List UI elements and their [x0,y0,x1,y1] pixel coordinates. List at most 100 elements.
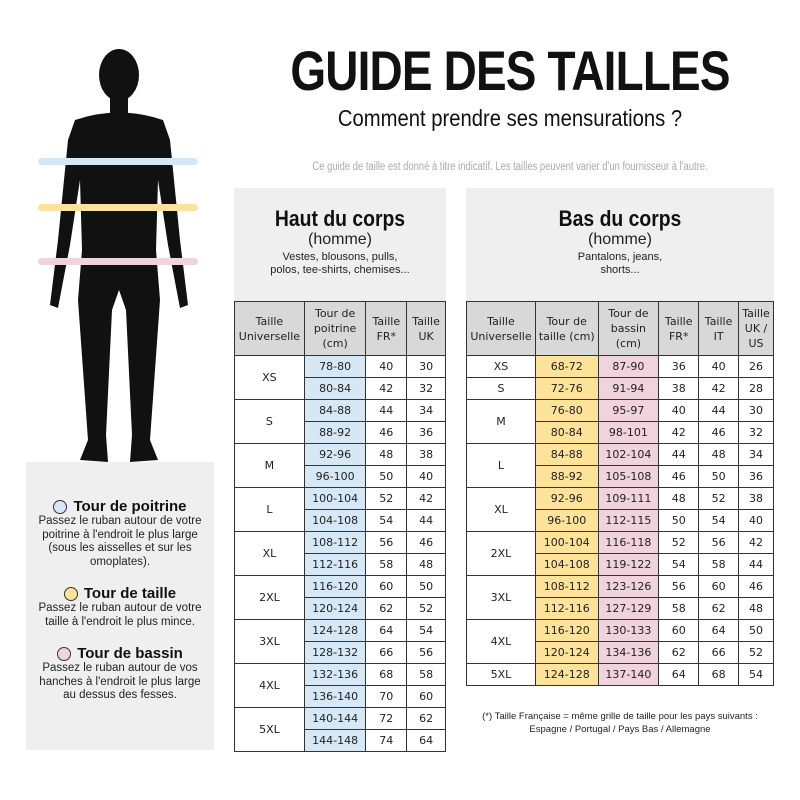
column-header: Taille Universelle [466,301,536,356]
value-cell: 56 [658,575,700,598]
value-cell: 34 [738,443,774,466]
value-cell: 84-88 [303,399,367,422]
size-cell: XL [466,487,536,532]
value-cell: 66 [698,641,740,664]
value-cell: 76-80 [534,399,599,422]
value-cell: 92-96 [534,487,599,510]
size-cell: 3XL [234,619,305,664]
value-cell: 60 [698,575,740,598]
legend-title: Tour de poitrine [73,498,187,515]
value-cell: 40 [738,509,774,532]
legend-text: Passez le ruban autour de votre taille à… [38,602,202,628]
value-cell: 104-108 [303,509,367,532]
page-subtitle: Comment prendre ses mensurations ? [337,105,683,131]
legend-title: Tour de bassin [77,645,183,662]
value-cell: 58 [365,553,408,576]
size-cell: 4XL [466,619,536,664]
value-cell: 46 [365,421,408,444]
top-body-panel: Haut du corps (homme) Vestes, blousons, … [234,188,446,301]
value-cell: 54 [365,509,408,532]
table-row: 4XL 116-120 130-133 60 64 50 [466,619,774,664]
size-cell: 3XL [466,575,536,620]
size-cell: S [466,377,536,400]
yellow-circle-icon [63,586,78,601]
table-row: 4XL 132-136 68 58 [234,663,446,708]
value-cell: 134-136 [597,641,660,664]
value-cell: 44 [658,443,700,466]
value-cell: 30 [406,355,446,378]
value-cell: 120-124 [534,641,599,664]
size-cell: L [466,443,536,488]
column-header: Taille FR* [365,301,408,356]
legend-title: Tour de taille [83,585,177,602]
value-cell: 120-124 [303,597,367,620]
value-cell: 124-128 [534,663,599,686]
value-cell: 42 [406,487,446,510]
value-cell: 88-92 [303,421,367,444]
hip-band [38,258,198,265]
value-cell: 64 [658,663,700,686]
value-cell: 50 [406,575,446,598]
chest-band [38,158,198,165]
table-row: 96-100 112-115 50 54 40 [467,509,774,532]
waist-band [38,204,198,211]
table-row: 5XL 140-144 72 62 [234,707,446,752]
legend-poitrine-heading: Tour de poitrine [26,498,214,515]
value-cell: 44 [406,509,446,532]
size-cell: 5XL [466,663,536,686]
table-row: XS 68-72 87-90 36 40 26 [466,355,774,378]
table-row: 2XL 100-104 116-118 52 56 42 [466,531,774,576]
measurement-legend: Tour de poitrine Passez le ruban autour … [26,462,214,750]
value-cell: 34 [406,399,446,422]
table-row: 3XL 124-128 64 54 [234,619,446,664]
value-cell: 124-128 [303,619,367,642]
value-cell: 105-108 [597,465,660,488]
column-header: Tour de bassin (cm) [597,301,660,356]
value-cell: 116-120 [534,619,599,642]
value-cell: 102-104 [597,443,660,466]
value-cell: 64 [365,619,408,642]
value-cell: 40 [698,355,740,378]
value-cell: 42 [698,377,740,400]
panel-title: Bas du corps [558,206,682,231]
table-row: 104-108 119-122 54 58 44 [467,553,774,576]
size-cell: M [234,443,305,488]
value-cell: 127-129 [597,597,660,620]
column-header: Taille Universelle [234,301,305,356]
value-cell: 40 [365,355,408,378]
value-cell: 60 [658,619,700,642]
table-row: XL 108-112 56 46 [234,531,446,576]
value-cell: 38 [738,487,774,510]
value-cell: 109-111 [597,487,660,510]
value-cell: 62 [406,707,446,730]
value-cell: 96-100 [303,465,367,488]
value-cell: 46 [406,531,446,554]
value-cell: 28 [738,377,774,400]
value-cell: 46 [698,421,740,444]
value-cell: 112-116 [534,597,599,620]
value-cell: 78-80 [303,355,367,378]
value-cell: 48 [698,443,740,466]
value-cell: 70 [365,685,408,708]
panel-title: Haut du corps [274,206,406,231]
table-row: 112-116 127-129 58 62 48 [467,597,774,620]
value-cell: 36 [406,421,446,444]
column-header: Taille UK [406,301,446,356]
value-cell: 50 [738,619,774,642]
table-row: 96-100 50 40 [235,465,446,488]
panel-description: Pantalons, jeans, shorts... [577,251,663,276]
table-row: 120-124 62 52 [235,597,446,620]
table-row: L 84-88 102-104 44 48 34 [466,443,774,488]
legend-text: Passez le ruban autour de vos hanches à … [39,662,201,701]
value-cell: 48 [365,443,408,466]
value-cell: 26 [738,355,774,378]
footnote: (*) Taille Française = même grille de ta… [482,711,758,735]
value-cell: 140-144 [303,707,367,730]
value-cell: 62 [698,597,740,620]
table-row: 120-124 134-136 62 66 52 [467,641,774,664]
table-row: L 100-104 52 42 [234,487,446,532]
value-cell: 100-104 [534,531,599,554]
value-cell: 60 [365,575,408,598]
value-cell: 48 [658,487,700,510]
value-cell: 42 [365,377,408,400]
